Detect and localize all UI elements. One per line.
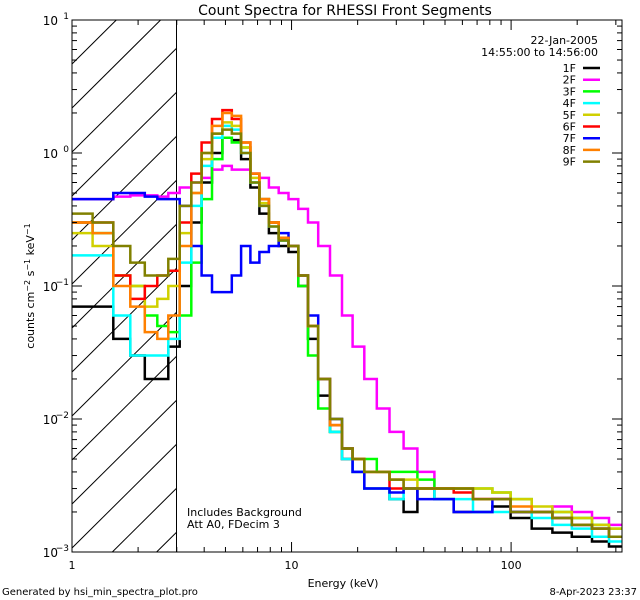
y-tick-label: 10 <box>43 413 58 427</box>
legend-label-5F: 5F <box>563 109 576 122</box>
hatch-line <box>111 487 178 553</box>
y-tick-exponent: −2 <box>56 411 69 421</box>
hatch-line <box>156 531 178 553</box>
hatch-line <box>71 19 117 65</box>
y-tick-label: 10 <box>43 147 58 161</box>
legend-label-2F: 2F <box>563 74 576 87</box>
y-tick-exponent: −1 <box>56 278 69 288</box>
series-9F-line <box>72 128 622 539</box>
series-7F-line <box>72 191 622 539</box>
y-tick-label: 10 <box>43 280 58 294</box>
series-1F-line <box>72 136 622 548</box>
hatch-line <box>71 47 178 153</box>
y-tick-exponent: 0 <box>63 145 69 155</box>
y-axis-label: counts cm−2 s−1 keV−1 <box>23 223 37 348</box>
annotation-background: Includes Background <box>187 506 302 519</box>
legend-time-range: 14:55:00 to 14:56:00 <box>481 46 598 59</box>
legend-label-7F: 7F <box>563 132 576 145</box>
hatch-line <box>71 311 178 417</box>
legend-label-6F: 6F <box>563 121 576 134</box>
y-tick-label: 10 <box>43 14 58 28</box>
legend-label-9F: 9F <box>563 156 576 169</box>
hatch-line <box>71 443 178 549</box>
legend-label-8F: 8F <box>563 144 576 157</box>
hatch-line <box>71 267 178 373</box>
series-group <box>72 108 622 548</box>
x-tick-label: 1 <box>69 559 76 572</box>
x-tick-label: 100 <box>501 559 522 572</box>
legend-label-3F: 3F <box>563 85 576 98</box>
footer-generated-by: Generated by hsi_min_spectra_plot.pro <box>2 587 198 598</box>
legend-label-1F: 1F <box>563 62 576 75</box>
annotation-attenuator: Att A0, FDecim 3 <box>187 518 280 531</box>
series-2F-line <box>72 164 622 527</box>
hatch-line <box>71 399 178 505</box>
x-tick-label: 10 <box>285 559 299 572</box>
legend: 22-Jan-2005 14:55:00 to 14:56:00 1F2F3F4… <box>481 34 600 169</box>
hatched-region <box>71 19 178 553</box>
legend-label-4F: 4F <box>563 97 576 110</box>
hatch-line <box>71 91 178 197</box>
series-5F-line <box>72 121 622 530</box>
series-8F-line <box>72 111 622 539</box>
legend-date: 22-Jan-2005 <box>531 34 599 47</box>
y-tick-exponent: −3 <box>56 544 69 554</box>
y-tick-label: 10 <box>43 546 58 560</box>
x-axis-label: Energy (keV) <box>308 577 379 590</box>
hatch-line <box>71 19 161 109</box>
hatch-line <box>71 355 178 461</box>
hatch-line <box>71 135 178 241</box>
chart-title: Count Spectra for RHESSI Front Segments <box>198 3 492 19</box>
series-6F-line <box>72 108 622 539</box>
footer-timestamp: 8-Apr-2023 23:37 <box>550 587 637 598</box>
y-tick-exponent: 1 <box>63 12 69 22</box>
